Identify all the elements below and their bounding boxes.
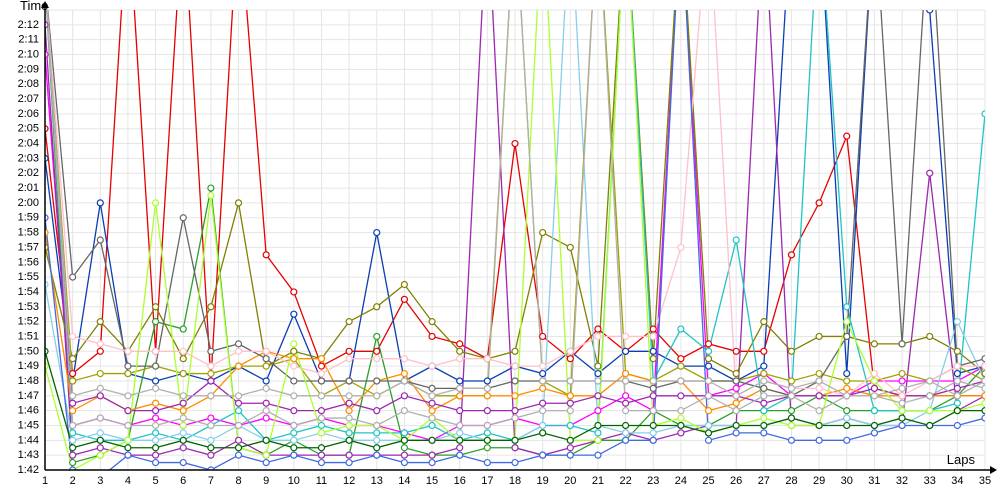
svg-text:1:50: 1:50: [18, 345, 39, 357]
svg-text:1:48: 1:48: [18, 375, 39, 387]
svg-text:5: 5: [153, 475, 159, 487]
svg-text:1:44: 1:44: [18, 434, 39, 446]
svg-text:16: 16: [454, 475, 466, 487]
svg-text:6: 6: [180, 475, 186, 487]
svg-text:35: 35: [979, 475, 991, 487]
svg-text:11: 11: [316, 475, 327, 487]
lap-time-chart: 1234567891011121314151617181920212223242…: [0, 0, 1000, 500]
svg-text:3: 3: [97, 475, 103, 487]
svg-text:2:08: 2:08: [18, 78, 39, 90]
svg-text:1:57: 1:57: [18, 241, 39, 253]
svg-text:32: 32: [896, 475, 908, 487]
svg-text:1:54: 1:54: [18, 286, 39, 298]
svg-text:2:11: 2:11: [18, 34, 39, 46]
svg-text:1: 1: [42, 475, 48, 487]
svg-text:2:04: 2:04: [18, 138, 39, 150]
svg-text:24: 24: [675, 475, 687, 487]
svg-text:34: 34: [951, 475, 963, 487]
svg-text:30: 30: [841, 475, 853, 487]
svg-text:7: 7: [208, 475, 214, 487]
svg-text:19: 19: [537, 475, 549, 487]
svg-text:2:10: 2:10: [18, 49, 39, 61]
chart-svg: 1234567891011121314151617181920212223242…: [0, 0, 1000, 500]
x-axis-label: Laps: [947, 452, 976, 467]
svg-text:1:46: 1:46: [18, 405, 39, 417]
svg-text:1:58: 1:58: [18, 227, 39, 239]
svg-text:25: 25: [702, 475, 714, 487]
svg-text:1:43: 1:43: [18, 449, 39, 461]
y-axis-label: Time: [20, 0, 48, 13]
svg-text:1:52: 1:52: [18, 316, 39, 328]
svg-text:2: 2: [70, 475, 76, 487]
svg-text:1:51: 1:51: [18, 330, 39, 342]
svg-text:28: 28: [785, 475, 797, 487]
svg-text:17: 17: [481, 475, 493, 487]
svg-text:27: 27: [758, 475, 770, 487]
svg-text:2:05: 2:05: [18, 123, 39, 135]
svg-text:15: 15: [426, 475, 438, 487]
svg-text:18: 18: [509, 475, 521, 487]
svg-text:1:59: 1:59: [18, 212, 39, 224]
svg-text:8: 8: [235, 475, 241, 487]
svg-text:23: 23: [647, 475, 659, 487]
svg-text:1:42: 1:42: [18, 464, 39, 476]
svg-text:2:00: 2:00: [18, 197, 39, 209]
svg-text:33: 33: [924, 475, 936, 487]
svg-text:4: 4: [125, 475, 131, 487]
svg-text:26: 26: [730, 475, 742, 487]
svg-text:2:03: 2:03: [18, 152, 39, 164]
svg-text:21: 21: [592, 475, 604, 487]
svg-text:14: 14: [398, 475, 410, 487]
svg-text:1:55: 1:55: [18, 271, 39, 283]
svg-text:12: 12: [343, 475, 355, 487]
svg-text:10: 10: [288, 475, 300, 487]
svg-text:1:53: 1:53: [18, 301, 39, 313]
svg-text:29: 29: [813, 475, 825, 487]
svg-text:13: 13: [371, 475, 383, 487]
svg-text:20: 20: [564, 475, 576, 487]
svg-text:2:02: 2:02: [18, 167, 39, 179]
svg-text:2:07: 2:07: [18, 93, 39, 105]
svg-text:1:56: 1:56: [18, 256, 39, 268]
svg-text:2:09: 2:09: [18, 63, 39, 75]
svg-text:2:06: 2:06: [18, 108, 39, 120]
svg-text:31: 31: [868, 475, 880, 487]
svg-text:1:47: 1:47: [18, 390, 39, 402]
svg-text:2:12: 2:12: [18, 19, 39, 31]
svg-text:22: 22: [619, 475, 631, 487]
svg-text:2:01: 2:01: [18, 182, 39, 194]
svg-text:1:45: 1:45: [18, 419, 39, 431]
svg-text:1:49: 1:49: [18, 360, 39, 372]
svg-text:9: 9: [263, 475, 269, 487]
